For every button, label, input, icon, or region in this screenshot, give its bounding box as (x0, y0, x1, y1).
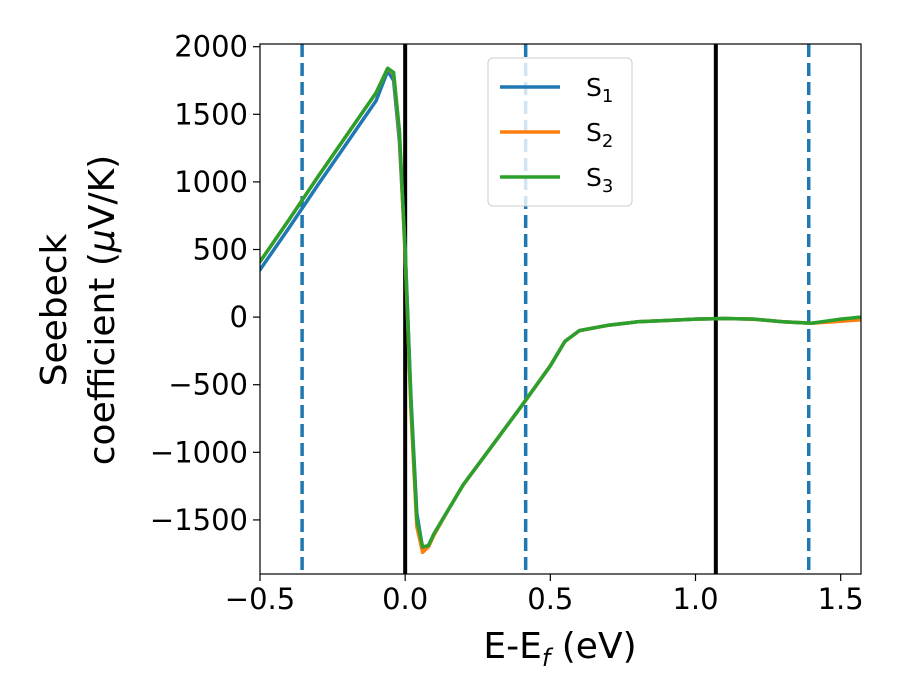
y-axis-title-line1: Seebeck (34, 233, 75, 386)
legend-label-s1: S1 (586, 73, 613, 107)
x-tick-label: 1.0 (672, 582, 718, 616)
reference-lines (300, 44, 811, 574)
x-tick-label: 0.0 (382, 582, 428, 616)
y-tick-label: −1500 (150, 503, 248, 537)
x-tick-label: 0.5 (527, 582, 573, 616)
y-tick-label: 1500 (174, 97, 248, 131)
legend-label-s3: S3 (586, 163, 613, 197)
y-axis-title-line2: coefficient (μV/K) (82, 155, 123, 465)
plot-frame (259, 43, 862, 575)
x-tick-label: 1.5 (818, 582, 864, 616)
x-tick-label: −0.5 (225, 582, 295, 616)
y-tick-label: −1000 (150, 435, 248, 469)
legend-label-s2: S2 (586, 118, 613, 152)
legend: S1 S2 S3 (487, 57, 633, 207)
y-tick-label: 0 (230, 300, 248, 334)
y-tick-label: 500 (193, 233, 248, 267)
x-axis-title: E-Ef (eV) (483, 626, 636, 672)
y-tick-label: −500 (168, 368, 248, 402)
y-tick-label: 2000 (174, 30, 248, 64)
series-line-s3 (260, 66, 861, 549)
series-lines (260, 66, 861, 555)
x-axis: −0.5 0.0 0.5 1.0 1.5 (225, 574, 864, 616)
y-axis-title: Seebeck coefficient (μV/K) (34, 155, 123, 465)
y-axis: −1500 −1000 −500 0 500 1000 1500 2000 (150, 30, 260, 537)
y-tick-label: 1000 (174, 165, 248, 199)
